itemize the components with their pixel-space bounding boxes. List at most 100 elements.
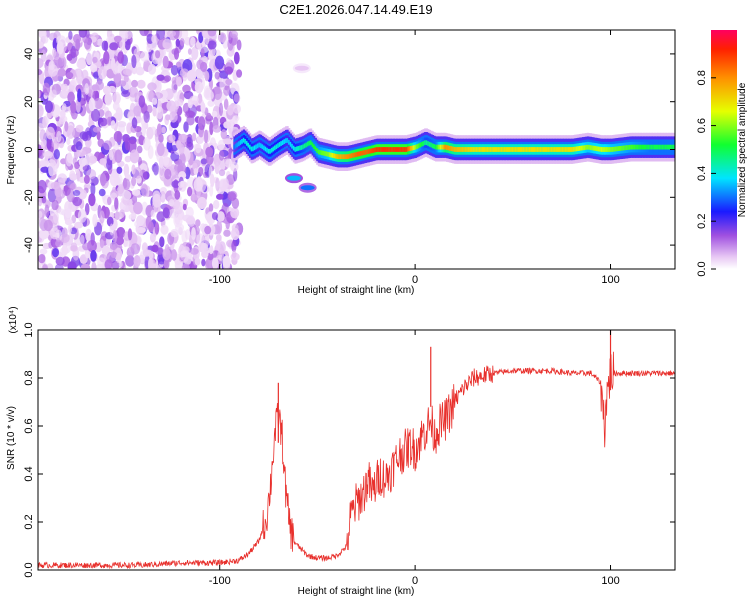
noise-speckle [151,34,157,44]
noise-speckle [114,211,120,221]
ridge-core [317,149,320,155]
noise-speckle [66,72,74,79]
noise-speckle [138,95,146,108]
noise-speckle [198,116,206,131]
noise-speckle [76,59,86,69]
noise-speckle [42,35,49,44]
noise-speckle [156,123,162,137]
noise-speckle [38,41,44,49]
noise-speckle [131,54,137,69]
ridge-core [411,145,414,151]
noise-speckle [75,38,81,52]
noise-speckle [136,79,146,89]
ridge-core [328,152,331,158]
colorbar-gradient [711,30,737,269]
noise-speckle [139,30,149,37]
noise-speckle [85,228,92,242]
noise-speckle [183,121,189,133]
noise-speckle [64,218,73,226]
noise-speckle [48,60,55,71]
noise-speckle [99,239,105,249]
ridge-core [588,144,591,150]
ridge-core [267,148,270,154]
noise-speckle [53,51,60,60]
x-tick-label: 100 [601,274,619,286]
ridge-core [458,147,461,152]
noise-speckle [159,190,166,203]
noise-speckle [75,124,84,133]
noise-speckle [207,100,215,107]
ridge-core [333,153,336,159]
noise-speckle [112,91,121,105]
noise-speckle [116,166,123,174]
ridge-core [528,147,531,152]
noise-speckle [214,162,220,175]
ridge-core [577,146,580,151]
ridge-core [600,147,603,152]
ridge-core [413,145,416,150]
noise-speckle [209,121,214,136]
noise-speckle [187,48,192,55]
ridge-core [316,148,319,153]
noise-speckle [92,213,98,227]
ridge-core [241,139,244,144]
noise-speckle [38,69,43,76]
noise-speckle [55,239,63,248]
ridge-core [466,147,469,152]
ridge-core [664,144,667,150]
noise-speckle [112,230,118,243]
colorbar-label: Normalized spectral amplitude [737,82,748,217]
ridge-core [245,140,249,146]
noise-speckle [166,100,176,112]
noise-speckle [101,40,108,51]
ridge-core [427,141,430,146]
noise-speckle [236,69,243,78]
noise-speckle [224,66,234,75]
ridge-core [578,146,582,151]
ridge-core [510,147,513,152]
noise-speckle [227,105,234,116]
noise-speckle [77,209,87,223]
noise-speckle [220,129,227,140]
noise-speckle [217,32,227,43]
noise-speckle [48,162,55,177]
ridge-core [402,147,405,152]
noise-speckle [175,38,180,48]
ridge-core [339,154,342,160]
noise-speckle [51,199,59,211]
noise-speckle [141,123,147,137]
snr-frame [37,329,676,571]
ridge-core [507,147,510,152]
x-tick-label: -100 [209,575,231,587]
ridge-core [533,147,536,152]
ridge-core [597,146,600,152]
noise-speckle [179,37,185,47]
ridge-core [502,147,505,152]
ridge-core [264,146,267,152]
ridge-core [314,146,317,151]
y-tick-label: 0.4 [23,466,35,481]
ridge-core [660,144,663,150]
noise-speckle [199,61,208,72]
noise-speckle [38,58,44,69]
noise-speckle [176,76,182,87]
ridge-core [269,148,272,154]
ridge-core [585,145,588,150]
ridge-core [386,147,389,152]
ridge-core [400,147,403,152]
ridge-core [338,154,341,160]
noise-speckle [184,229,191,240]
ridge-core [330,152,333,158]
snr-y-ticks: 0.0 0.2 0.4 0.6 0.8 1.0 [23,322,675,578]
noise-speckle [57,208,66,215]
ridge-core [260,143,263,148]
ridge-core [297,146,300,151]
y-tick-label: 40 [23,48,35,60]
noise-speckle [214,55,225,70]
ridge-core [668,144,671,150]
ridge-core [574,146,577,152]
noise-speckle [124,38,131,51]
noise-speckle [97,138,105,148]
noise-speckle [60,109,66,120]
noise-speckle [163,155,170,166]
